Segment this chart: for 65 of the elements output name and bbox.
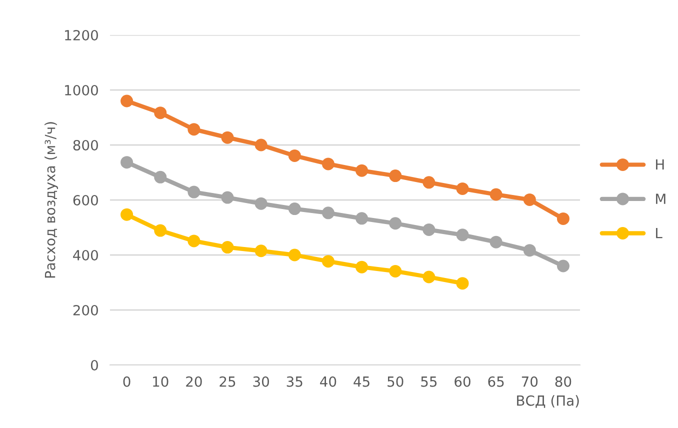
legend-label: L [656,228,662,238]
point [120,208,134,221]
legend-label: H [656,159,664,170]
point [356,164,368,177]
point [322,206,334,220]
point [523,193,536,206]
x-axis-title: ВСД (Па) [517,395,579,408]
point [490,236,502,248]
point [221,241,234,254]
point [322,255,334,268]
y-tick-label: 400 [73,250,98,260]
point [254,197,268,210]
point [288,248,301,262]
y-tick-label: 1000 [65,84,98,96]
point [456,228,469,242]
point [490,188,502,201]
x-tick-label: 25 [220,376,236,387]
point [389,217,402,230]
point [188,123,200,136]
x-tick-label: 20 [186,376,202,387]
point [154,170,167,184]
y-tick-label: 0 [90,360,98,370]
point [389,264,402,278]
point [221,131,234,144]
x-tick-label: 65 [488,376,504,387]
y-tick-label: 800 [73,140,98,150]
y-tick-label: 200 [73,304,98,316]
point [456,277,469,290]
point [356,212,368,225]
point [254,138,268,152]
x-tick-label: 70 [522,376,538,387]
point [322,158,334,170]
y-axis-title: Расход воздуха (м³/ч) [44,122,58,278]
point [556,212,570,225]
point [389,170,402,182]
point [221,191,234,204]
point [120,156,134,169]
legend-label: M [656,194,666,204]
point [154,106,167,120]
point [422,270,436,284]
point [422,223,436,236]
point [422,176,436,189]
point [254,244,268,258]
x-tick-label: 10 [153,376,168,387]
point [154,224,167,237]
y-tick-label: 1200 [65,30,98,40]
point [188,186,200,198]
point [523,244,536,257]
x-tick-label: 45 [354,376,370,387]
point [188,234,200,248]
x-tick-label: 80 [555,376,572,387]
x-tick-label: 35 [286,376,302,387]
x-tick-label: 60 [454,376,470,387]
x-tick-label: 0 [123,376,130,387]
point [556,260,570,272]
point [288,202,301,216]
point [456,182,469,195]
point [120,94,134,108]
x-tick-label: 30 [253,376,269,387]
point [288,149,301,162]
x-tick-label: 40 [320,376,336,387]
y-tick-label: 600 [73,194,98,206]
x-tick-label: 50 [388,376,404,387]
point [356,260,368,274]
x-tick-label: 55 [421,376,437,387]
